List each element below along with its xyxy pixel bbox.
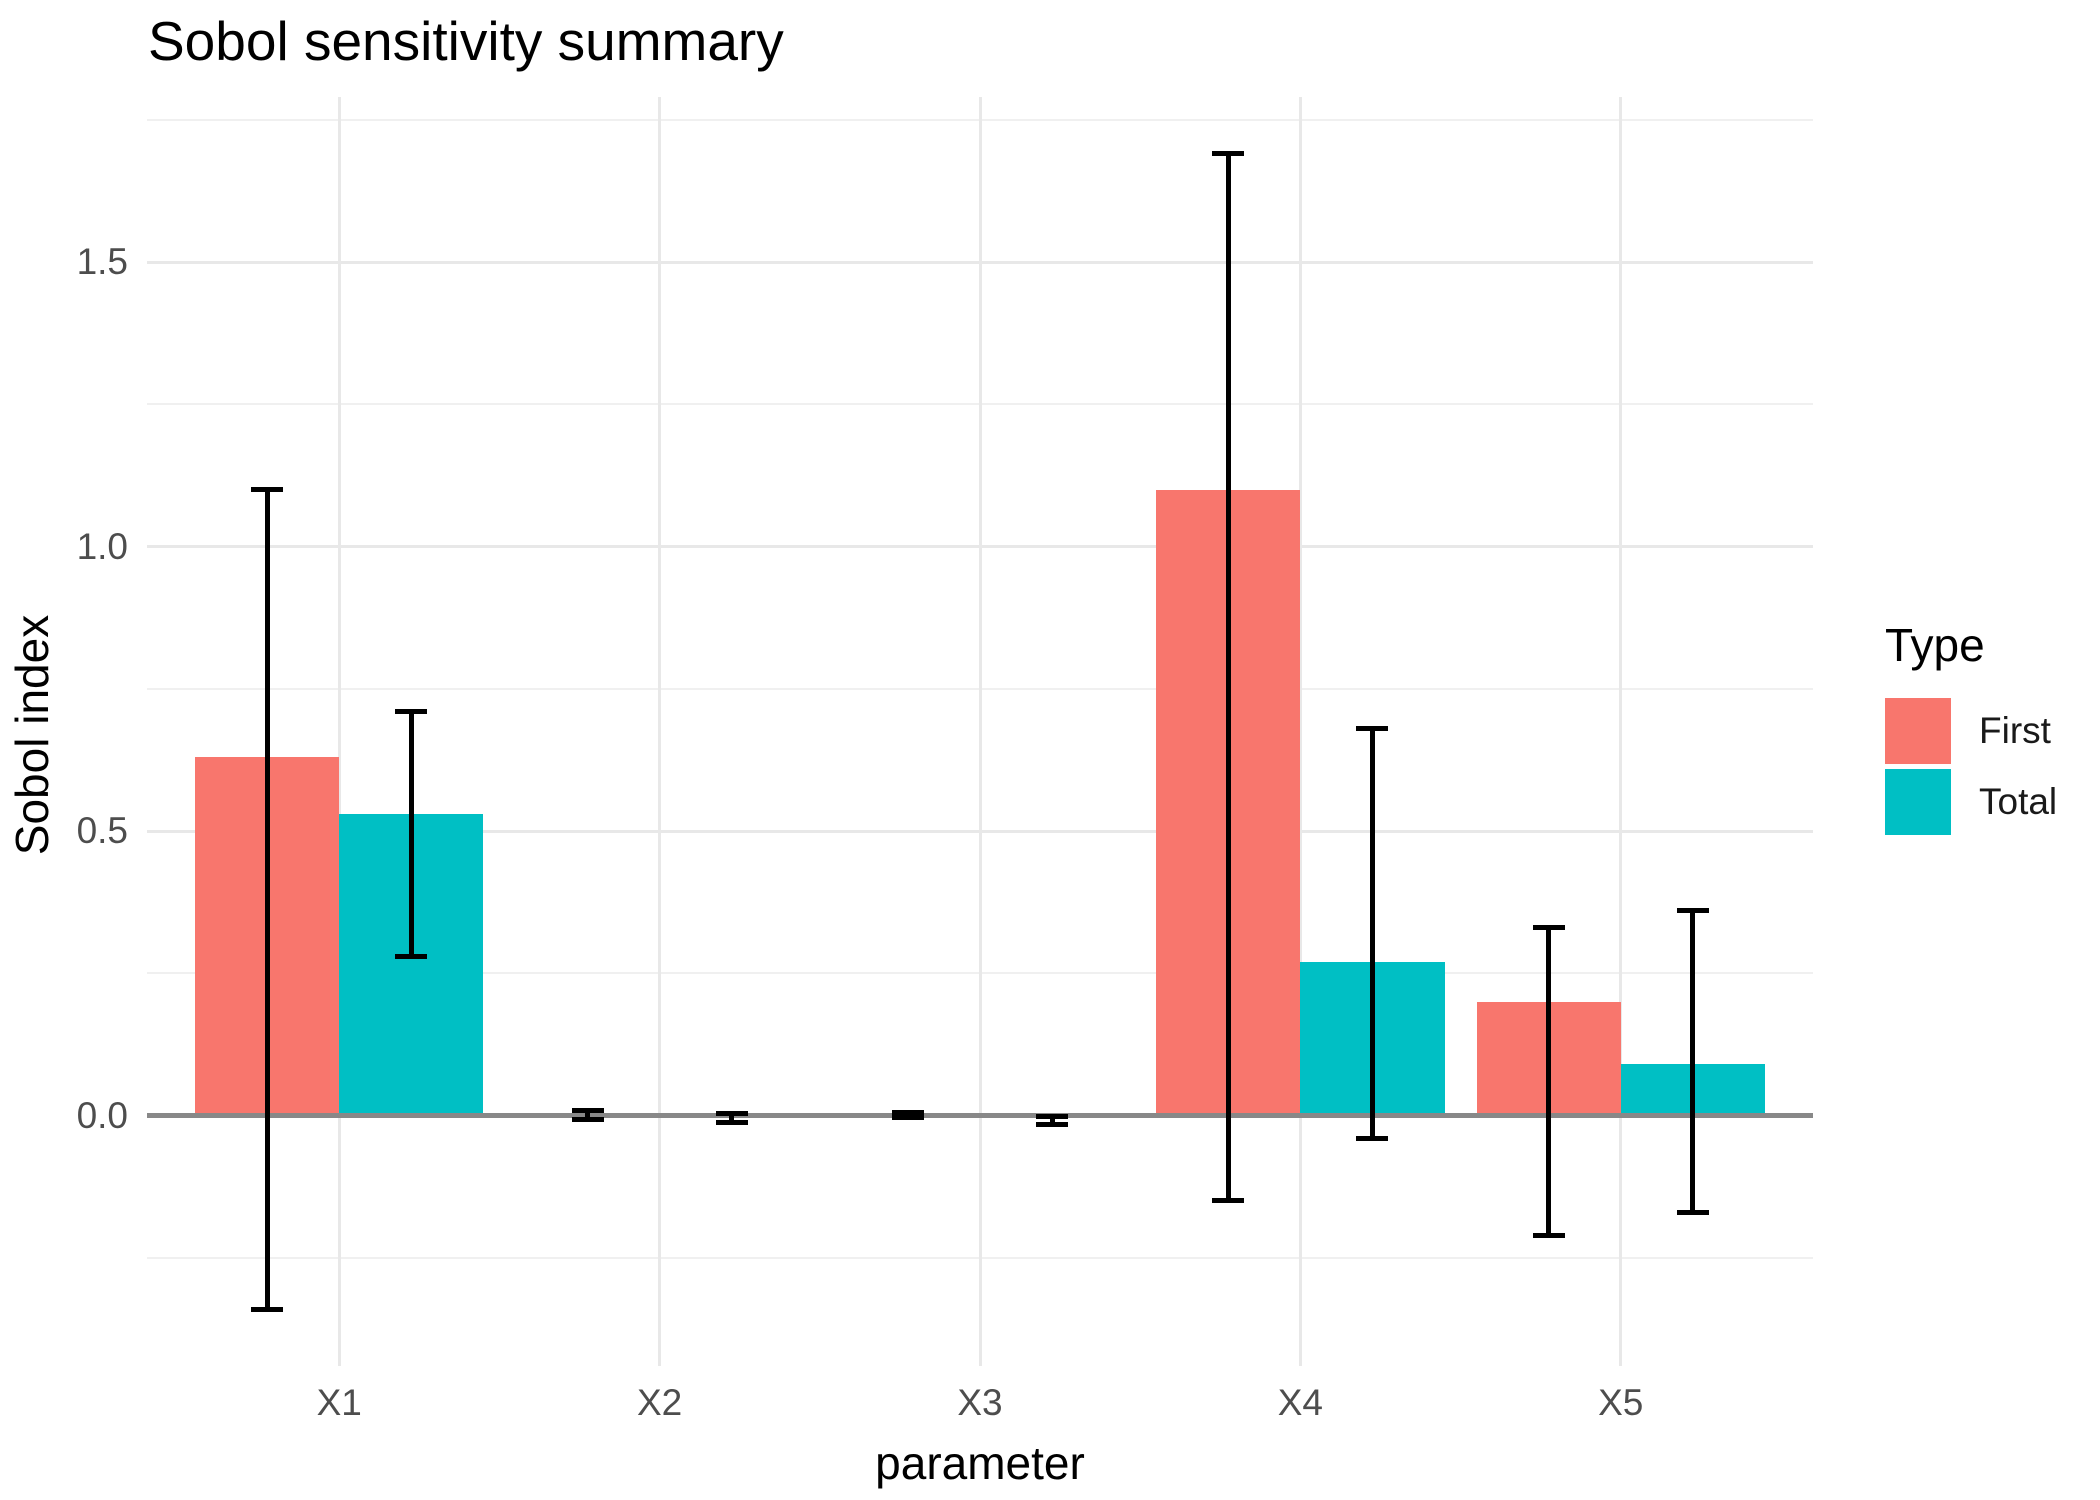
errorbar-total-x4-line [1369, 728, 1375, 1139]
x-tick-label-x2: X2 [636, 1382, 683, 1423]
errorbar-total-x4-cap-bottom [1356, 1135, 1389, 1141]
x-tick-label-x1: X1 [316, 1382, 362, 1423]
legend-item-total: Total [1885, 769, 2057, 835]
errorbar-first-x5-line [1546, 927, 1552, 1236]
category-gridline [658, 97, 662, 1366]
errorbar-total-x2-cap-top [715, 1110, 748, 1116]
errorbar-first-x2-cap-bottom [571, 1116, 604, 1122]
legend: Type First Total [1885, 618, 2057, 840]
errorbar-total-x2-line [729, 1113, 735, 1123]
errorbar-first-x4-line [1225, 153, 1231, 1201]
legend-swatch-total [1885, 769, 1951, 835]
errorbar-total-x3-line [1049, 1116, 1055, 1125]
errorbar-first-x5-cap-bottom [1532, 1232, 1565, 1238]
errorbar-first-x3-cap-top [891, 1110, 924, 1116]
errorbar-total-x3-cap-bottom [1036, 1122, 1069, 1128]
errorbar-total-x3-cap-top [1036, 1114, 1069, 1120]
errorbar-total-x2-cap-bottom [715, 1119, 748, 1125]
errorbar-total-x5-line [1690, 910, 1696, 1213]
errorbar-first-x1-cap-top [251, 487, 284, 493]
errorbar-total-x1-line [408, 711, 414, 957]
y-tick-label-0.0: 0.0 [76, 1094, 128, 1136]
x-tick-label-x5: X5 [1598, 1382, 1644, 1423]
x-axis-title: parameter [875, 1437, 1085, 1489]
category-gridline [1619, 97, 1623, 1366]
errorbar-first-x5-cap-top [1532, 925, 1565, 931]
errorbar-first-x1-line [264, 489, 270, 1310]
errorbar-total-x5-cap-bottom [1676, 1209, 1709, 1215]
errorbar-first-x4-cap-bottom [1212, 1198, 1245, 1204]
zero-line [147, 1113, 1813, 1119]
legend-label-first: First [1979, 710, 2051, 751]
category-gridline [978, 97, 982, 1366]
y-tick-label-1.0: 1.0 [76, 525, 128, 567]
errorbar-first-x4-cap-top [1212, 151, 1245, 157]
errorbar-first-x3-cap-bottom [891, 1114, 924, 1120]
y-tick-label-1.5: 1.5 [76, 241, 128, 283]
errorbar-total-x4-cap-top [1356, 726, 1389, 732]
x-tick-label-x3: X3 [957, 1382, 1003, 1423]
legend-item-first: First [1885, 698, 2057, 764]
legend-items: First Total [1885, 698, 2057, 835]
errorbar-total-x1-cap-bottom [395, 953, 428, 959]
legend-label-total: Total [1979, 781, 2058, 822]
errorbar-first-x1-cap-bottom [251, 1306, 284, 1312]
y-tick-label-0.5: 0.5 [76, 810, 128, 852]
category-gridline [1298, 97, 1302, 1366]
legend-title: Type [1885, 619, 1985, 671]
errorbar-first-x2-cap-top [571, 1107, 604, 1113]
errorbar-total-x5-cap-top [1676, 908, 1709, 914]
page-title: Sobol sensitivity summary [148, 10, 784, 72]
legend-swatch-first [1885, 698, 1951, 764]
category-gridline [337, 97, 341, 1366]
errorbar-first-x2-line [585, 1110, 591, 1120]
errorbar-total-x1-cap-top [395, 709, 428, 715]
x-tick-label-x4: X4 [1277, 1382, 1323, 1423]
